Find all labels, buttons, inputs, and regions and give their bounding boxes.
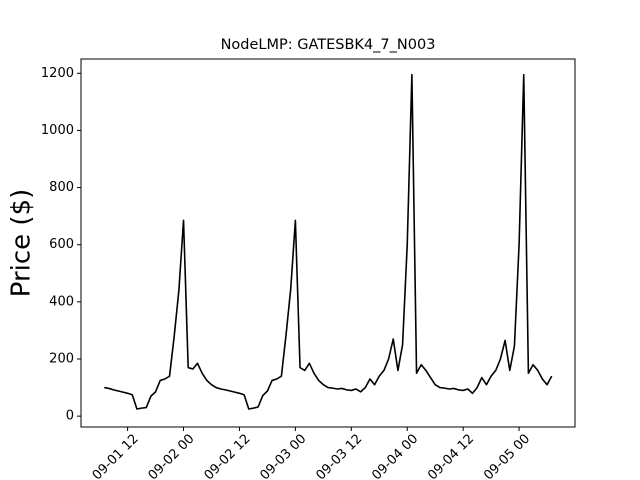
y-tick-label: 600 xyxy=(49,237,74,252)
y-tick-label: 800 xyxy=(49,180,74,195)
y-tick-label: 400 xyxy=(49,294,74,309)
y-axis-label: Price ($) xyxy=(7,189,37,298)
plot-frame xyxy=(80,58,576,428)
y-tick-label: 200 xyxy=(49,352,74,367)
chart-title: NodeLMP: GATESBK4_7_N003 xyxy=(221,37,436,53)
price-line xyxy=(104,73,553,410)
y-tick-label: 1200 xyxy=(41,66,74,81)
y-tick-label: 1000 xyxy=(41,123,74,138)
y-tick-label: 0 xyxy=(66,409,74,424)
